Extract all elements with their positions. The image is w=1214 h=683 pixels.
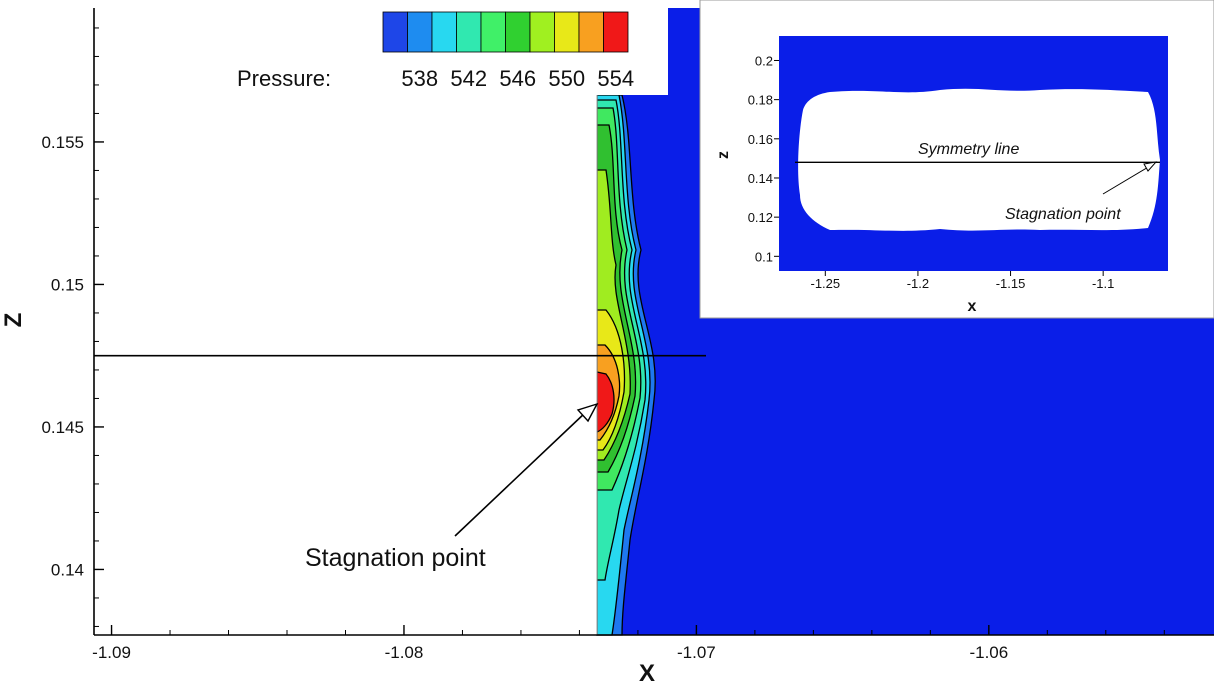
x-axis-title: X [639,660,655,683]
legend-swatch [480,11,506,53]
legend-swatch [529,11,555,53]
legend-swatch [578,11,604,53]
x-axis-ticks: -1.09 -1.08 -1.07 -1.06 [92,625,1008,662]
inset-arrow-shaft [1102,165,1151,195]
legend-swatch [382,11,408,53]
legend-swatch [554,11,580,53]
inset-y-tick-label: 0.12 [748,210,773,225]
y-tick-label: 0.14 [51,560,84,579]
contour-band-9 [596,371,615,433]
stagnation-point-label: Stagnation point [305,544,486,572]
stagnation-arrow-head [576,402,599,423]
domain-background [597,8,1214,635]
inset-body-shape [798,88,1160,231]
legend-swatch [603,11,629,53]
inset-y-tick-label: 0.18 [748,93,773,108]
inset-y-tick-label: 0.1 [755,249,773,264]
y-axis-ticks: 0.14 0.145 0.15 0.155 [41,133,104,579]
legend-swatch [505,11,531,53]
x-tick-label: -1.08 [385,643,424,662]
y-tick-label: 0.145 [41,418,84,437]
inset-stagnation-label: Stagnation point [1005,206,1121,223]
legend-level-labels: 538 542 546 550 554 [401,66,634,91]
y-axis-title: Z [0,313,27,328]
inset-y-tick-label: 0.16 [748,132,773,147]
y-tick-label: 0.15 [51,275,84,294]
legend-level-label: 554 [597,66,634,91]
main-axes: -1.09 -1.08 -1.07 -1.06 0.140.1450.150.155 … [0,8,1214,683]
legend-level-label: 546 [499,66,536,91]
domain-fill [597,8,1214,635]
inset-y-ticks: 0.1 0.12 0.14 0.16 0.18 0.2 [748,53,779,264]
legend-level-label: 542 [450,66,487,91]
legend-swatch [431,11,457,53]
legend-swatch [456,11,482,53]
body-region [94,8,660,635]
inset-y-tick-label: 0.2 [755,53,773,68]
inset-y-title: z [715,151,732,159]
stagnation-arrow-shaft [454,411,587,537]
y-tick-label: 0.155 [41,133,84,152]
legend-title: Pressure: [237,66,331,91]
legend-colorbar [382,11,629,53]
body-fill [94,8,660,635]
inset-x-tick-label: -1.1 [1092,276,1114,291]
x-tick-label: -1.09 [92,643,131,662]
inset-y-tick-label: 0.14 [748,171,773,186]
legend-level-label: 538 [401,66,438,91]
legend-level-label: 550 [548,66,585,91]
legend-swatch [407,11,433,53]
inset-x-tick-label: -1.2 [907,276,929,291]
pressure-legend: Pressure: 538 542 546 550 554 [237,11,634,91]
inset-axes: -1.25 -1.2 -1.15 -1.1 0.10.120.140.160.180.… [715,53,1114,315]
inset-arrow-head [1143,161,1158,172]
contour-bands [596,94,656,636]
main-plot: Stagnation point -1.09 -1.08 -1.07 -1.06 0.… [0,8,1214,683]
inset-plot: Symmetry line Stagnation point -1.25 -1.2… [699,0,1214,319]
inset-x-title: x [968,298,977,315]
inset-x-tick-label: -1.15 [996,276,1026,291]
inset-stagnation-arrow [1102,161,1158,195]
x-tick-label: -1.06 [969,643,1008,662]
inset-x-ticks: -1.25 -1.2 -1.15 -1.1 [810,271,1114,291]
stagnation-arrow [454,402,599,537]
x-tick-label: -1.07 [677,643,716,662]
inset-symmetry-label: Symmetry line [918,141,1019,158]
inset-x-tick-label: -1.25 [810,276,840,291]
